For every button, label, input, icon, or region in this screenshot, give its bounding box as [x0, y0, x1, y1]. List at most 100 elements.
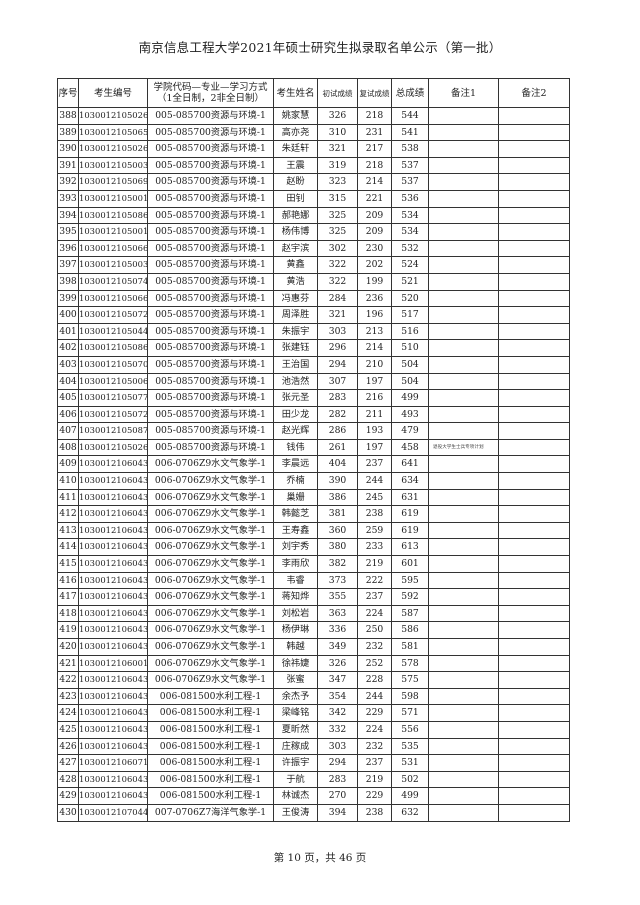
col-exam-id-cell: 103001210500158 [78, 189, 148, 208]
table-row: 422103001210604332006-0706Z9水文气象学-1张蜜347… [57, 671, 570, 689]
table-header-row: 序号 考生编号 学院代码—专业—学习方式 （1全日制，2非全日制） 考生姓名 初试成绩复… [57, 78, 570, 108]
col-initial-score-cell: 307 [317, 372, 358, 391]
col-note2-cell [498, 737, 570, 756]
col-program-cell: 005-085700资源与环境-1 [147, 372, 274, 391]
col-exam-id-cell: 103001210604363 [78, 455, 148, 474]
col-total-score-header: 总成绩 [391, 78, 429, 108]
table-row: 415103001210604320006-0706Z9水文气象学-1李雨欣38… [57, 555, 570, 573]
col-name-cell: 刘松岩 [273, 604, 318, 623]
table-row: 393103001210500158005-085700资源与环境-1田钊315… [57, 189, 570, 208]
table-row: 401103001210504473005-085700资源与环境-1朱振宇30… [57, 322, 570, 341]
col-name-cell: 刘宇秀 [273, 538, 318, 557]
table-row: 421103001210600198006-0706Z9水文气象学-1徐祎婕32… [57, 654, 570, 673]
col-initial-score-cell: 326 [317, 107, 358, 125]
col-total-score-cell: 532 [391, 239, 429, 258]
col-program-cell: 006-0706Z9水文气象学-1 [147, 654, 274, 673]
col-retest-score-cell: 218 [357, 107, 392, 125]
col-name-cell: 韩懿芝 [273, 505, 318, 523]
col-initial-score-cell: 380 [317, 538, 358, 557]
col-seq-cell: 391 [57, 156, 79, 175]
col-note1-cell [428, 223, 499, 241]
col-note1-cell [428, 555, 499, 573]
col-seq-cell: 390 [57, 140, 79, 158]
col-initial-score-cell: 284 [317, 289, 358, 308]
col-note2-cell [498, 223, 570, 241]
col-name-cell: 徐祎婕 [273, 654, 318, 673]
col-initial-score-cell: 282 [317, 405, 358, 424]
col-note2-cell [498, 521, 570, 540]
table-row: 410103001210604324006-0706Z9水文气象学-1乔楠390… [57, 472, 570, 490]
col-note1-cell [428, 604, 499, 623]
col-retest-score-cell: 237 [357, 754, 392, 772]
table-row: 399103001210506675005-085700资源与环境-1冯惠芬28… [57, 289, 570, 308]
col-total-score-cell: 537 [391, 173, 429, 191]
col-initial-score-cell: 302 [317, 239, 358, 258]
col-name-cell: 王震 [273, 156, 318, 175]
table-row: 403103001210507054005-085700资源与环境-1王治国29… [57, 355, 570, 374]
col-note1-cell [428, 272, 499, 291]
col-initial-score-cell: 342 [317, 704, 358, 722]
col-note1-cell [428, 156, 499, 175]
col-seq-cell: 409 [57, 455, 79, 474]
col-total-score-cell: 601 [391, 555, 429, 573]
col-program-cell: 007-0706Z7海洋气象学-1 [147, 803, 274, 822]
col-program-cell: 005-085700资源与环境-1 [147, 355, 274, 374]
col-retest-score-cell: 228 [357, 671, 392, 689]
col-initial-score-cell: 283 [317, 389, 358, 407]
table-body: 388103001210502683005-085700资源与环境-1姚家慧32… [57, 107, 570, 822]
col-total-score-cell: 586 [391, 621, 429, 639]
table-row: 418103001210604364006-0706Z9水文气象学-1刘松岩36… [57, 604, 570, 623]
col-total-score-cell: 592 [391, 588, 429, 606]
col-exam-id-cell: 103001210502683 [78, 107, 148, 125]
col-program-cell: 006-0706Z9水文气象学-1 [147, 555, 274, 573]
col-note2-cell [498, 770, 570, 789]
col-name-cell: 田钊 [273, 189, 318, 208]
col-program-cell: 006-081500水利工程-1 [147, 787, 274, 805]
col-initial-score-cell: 381 [317, 505, 358, 523]
col-total-score-cell: 534 [391, 223, 429, 241]
table-row: 394103001210508654005-085700资源与环境-1郝艳娜32… [57, 206, 570, 225]
table-row: 405103001210507731005-085700资源与环境-1张元圣28… [57, 389, 570, 407]
col-program-header: 学院代码—专业—学习方式 （1全日制，2非全日制） [147, 78, 274, 108]
col-name-cell: 庄稼成 [273, 737, 318, 756]
col-note2-cell [498, 671, 570, 689]
col-seq-cell: 427 [57, 754, 79, 772]
col-note2-cell [498, 339, 570, 357]
table-row: 396103001210506676005-085700资源与环境-1赵宇滨30… [57, 239, 570, 258]
col-exam-id-cell: 103001210604308 [78, 787, 148, 805]
col-retest-score-cell: 209 [357, 223, 392, 241]
table-row: 409103001210604363006-0706Z9水文气象学-1李晨远40… [57, 455, 570, 474]
col-total-score-cell: 499 [391, 389, 429, 407]
col-program-cell: 005-085700资源与环境-1 [147, 256, 274, 274]
admission-table: 序号 考生编号 学院代码—专业—学习方式 （1全日制，2非全日制） 考生姓名 初试成绩复… [57, 78, 570, 822]
col-seq-cell: 396 [57, 239, 79, 258]
col-initial-score-cell: 319 [317, 156, 358, 175]
col-note2-cell [498, 107, 570, 125]
table-row: 417103001210604362006-0706Z9水文气象学-1蒋知烨35… [57, 588, 570, 606]
col-seq-cell: 408 [57, 438, 79, 457]
col-exam-id-cell: 103001210704410 [78, 803, 148, 822]
col-seq-cell: 415 [57, 555, 79, 573]
col-note1-cell [428, 588, 499, 606]
col-name-cell: 张建钰 [273, 339, 318, 357]
col-retest-score-cell: 222 [357, 571, 392, 590]
col-program-cell: 005-085700资源与环境-1 [147, 223, 274, 241]
col-program-cell: 006-0706Z9水文气象学-1 [147, 621, 274, 639]
col-name-header: 考生姓名 [273, 78, 318, 108]
col-retest-score-cell: 199 [357, 272, 392, 291]
col-note1-cell [428, 239, 499, 258]
table-row: 425103001210604311006-081500水利工程-1夏昕然332… [57, 720, 570, 739]
table-row: 397103001210500399005-085700资源与环境-1黄鑫322… [57, 256, 570, 274]
col-exam-id-cell: 103001210604320 [78, 555, 148, 573]
col-total-score-cell: 619 [391, 505, 429, 523]
col-name-cell: 张蜜 [273, 671, 318, 689]
col-total-score-cell: 575 [391, 671, 429, 689]
col-initial-score-cell: 303 [317, 737, 358, 756]
col-seq-cell: 430 [57, 803, 79, 822]
col-seq-cell: 399 [57, 289, 79, 308]
col-retest-score-cell: 231 [357, 123, 392, 142]
table-row: 398103001210507409005-085700资源与环境-1黄浩322… [57, 272, 570, 291]
col-note2-cell [498, 488, 570, 507]
col-seq-cell: 424 [57, 704, 79, 722]
col-exam-id-cell: 103001210604361 [78, 638, 148, 656]
